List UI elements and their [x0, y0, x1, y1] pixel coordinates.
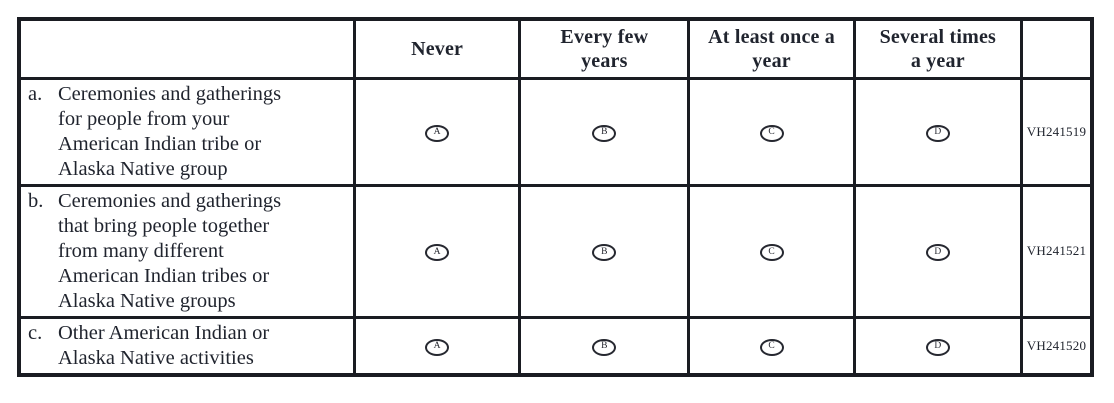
- option-bubble-b[interactable]: B: [592, 338, 617, 356]
- option-bubble-d[interactable]: D: [925, 244, 950, 262]
- answer-cell-every-few-years: B: [518, 76, 691, 187]
- answer-cell-several-times-a-year: D: [852, 315, 1023, 376]
- option-bubble-c[interactable]: C: [759, 338, 784, 356]
- answer-cell-never: A: [352, 76, 522, 187]
- question-text: Other American Indian or Alaska Native a…: [58, 321, 270, 369]
- question-cell: a. Ceremonies and gatherings for people …: [17, 76, 356, 187]
- table-row: b. Ceremonies and gatherings that bring …: [17, 183, 1094, 319]
- question-letter: b.: [28, 189, 44, 212]
- questionnaire-page: Never Every few years At least once a ye…: [17, 17, 1094, 377]
- column-header-never: Never: [352, 17, 522, 80]
- option-bubble-b[interactable]: B: [592, 124, 617, 142]
- option-bubble-d[interactable]: D: [925, 338, 950, 356]
- option-bubble-a[interactable]: A: [425, 338, 450, 356]
- header-row: Never Every few years At least once a ye…: [17, 17, 1094, 80]
- option-bubble-d[interactable]: D: [925, 124, 950, 142]
- answer-cell-every-few-years: B: [518, 183, 691, 319]
- column-header-several-times-a-year: Several times a year: [852, 17, 1023, 80]
- answer-cell-never: A: [352, 183, 522, 319]
- answer-cell-several-times-a-year: D: [852, 183, 1023, 319]
- answer-cell-at-least-once-a-year: C: [687, 76, 856, 187]
- table-row: c. Other American Indian or Alaska Nativ…: [17, 315, 1094, 376]
- question-letter: c.: [28, 321, 43, 344]
- answer-cell-at-least-once-a-year: C: [687, 315, 856, 376]
- answer-cell-at-least-once-a-year: C: [687, 183, 856, 319]
- option-bubble-c[interactable]: C: [759, 124, 784, 142]
- table-row: a. Ceremonies and gatherings for people …: [17, 76, 1094, 187]
- column-header-at-least-once-a-year: At least once a year: [687, 17, 856, 80]
- question-text: Ceremonies and gatherings for people fro…: [58, 82, 282, 180]
- item-code: VH241520: [1019, 315, 1094, 376]
- option-bubble-a[interactable]: A: [425, 244, 450, 262]
- question-letter: a.: [28, 82, 43, 105]
- item-code: VH241521: [1019, 183, 1094, 319]
- question-text: Ceremonies and gatherings that bring peo…: [58, 189, 282, 312]
- option-bubble-a[interactable]: A: [425, 124, 450, 142]
- option-bubble-c[interactable]: C: [759, 244, 784, 262]
- question-cell: b. Ceremonies and gatherings that bring …: [17, 183, 356, 319]
- answer-cell-never: A: [352, 315, 522, 376]
- answer-cell-several-times-a-year: D: [852, 76, 1023, 187]
- item-code: VH241519: [1019, 76, 1094, 187]
- answer-cell-every-few-years: B: [518, 315, 691, 376]
- question-cell: c. Other American Indian or Alaska Nativ…: [17, 315, 356, 376]
- column-header-every-few-years: Every few years: [518, 17, 691, 80]
- option-bubble-b[interactable]: B: [592, 244, 617, 262]
- frequency-survey-table: Never Every few years At least once a ye…: [17, 17, 1094, 377]
- column-header-blank: [17, 17, 356, 80]
- column-header-code: [1019, 17, 1094, 80]
